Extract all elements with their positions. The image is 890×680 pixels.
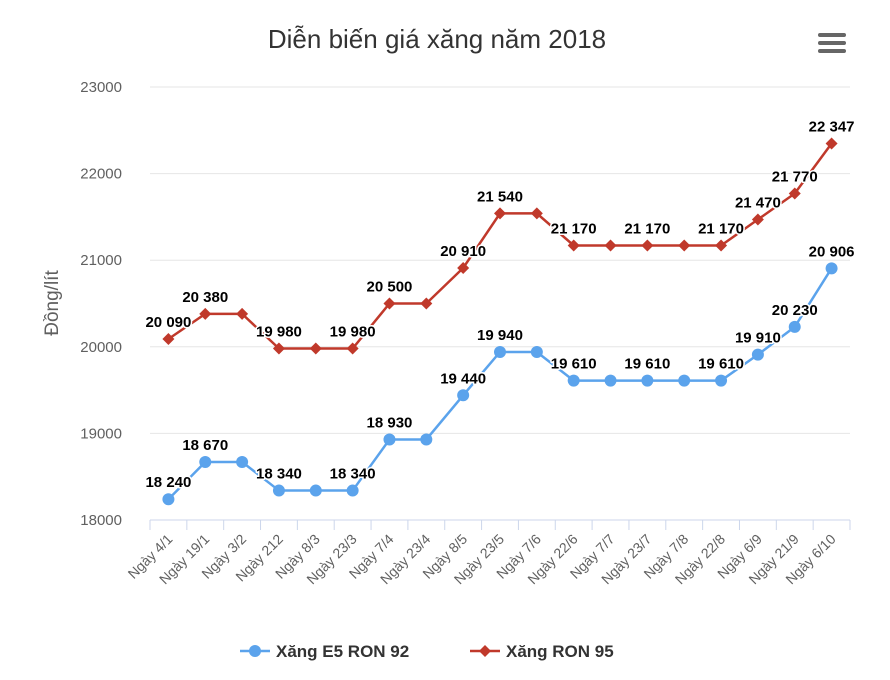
data-point [494,207,506,220]
data-label: 19 980 [330,324,376,341]
data-label: 21 770 [772,169,818,186]
data-label: 21 470 [735,194,781,211]
data-point [715,374,728,387]
data-point [567,374,580,387]
data-label: 20 906 [809,243,855,260]
data-label: 20 230 [772,302,818,319]
y-tick-label: 18000 [80,512,122,529]
data-label: 21 170 [698,220,744,237]
data-point [162,333,175,346]
data-point [309,484,322,497]
data-point [346,484,359,497]
data-label: 19 610 [698,356,744,373]
data-point [457,389,470,402]
data-point [604,374,617,387]
data-point [678,374,691,387]
data-label: 19 440 [440,370,486,387]
y-tick-label: 19000 [80,425,122,442]
legend-item[interactable]: Xăng RON 95 [470,642,614,661]
data-label: 21 170 [624,220,670,237]
data-point [309,342,322,355]
data-label: 18 930 [367,414,413,431]
data-label: 19 610 [624,356,670,373]
data-point [236,455,249,468]
data-point [641,374,654,387]
legend-label: Xăng E5 RON 92 [276,642,409,661]
data-label: 19 610 [551,356,597,373]
data-label: 19 980 [256,324,302,341]
data-point [199,455,212,468]
legend-marker [249,645,261,657]
data-label: 18 340 [256,466,302,483]
series-line [167,142,833,350]
data-point [567,239,580,252]
data-point [788,187,801,200]
data-point [751,213,764,226]
chart-title: Diễn biến giá xăng năm 2018 [268,24,606,54]
hamburger-menu-icon[interactable] [818,33,846,53]
data-label: 21 170 [551,220,597,237]
legend-item[interactable]: Xăng E5 RON 92 [240,642,409,661]
legend: Xăng E5 RON 92 Xăng RON 95 [240,642,614,661]
data-point [272,342,285,355]
data-point [199,307,212,320]
y-tick-label: 21000 [80,252,122,269]
data-point [383,433,396,446]
data-point [420,297,433,310]
y-tick-label: 20000 [80,339,122,356]
data-point [346,342,359,355]
y-tick-label: 23000 [80,79,122,96]
data-point [715,239,728,252]
data-point [751,348,764,361]
data-point [678,239,691,252]
legend-label: Xăng RON 95 [506,642,614,661]
data-point [162,493,175,506]
data-point [457,261,470,274]
data-label: 18 340 [330,466,376,483]
data-label: 20 910 [440,243,486,260]
data-label: 18 240 [145,474,191,491]
data-point [788,320,801,333]
data-label: 20 090 [145,314,191,331]
data-label: 19 910 [735,330,781,347]
data-point [604,239,617,252]
data-point [530,345,543,358]
data-point [825,262,838,275]
data-label: 18 670 [182,437,228,454]
data-point [641,239,654,252]
data-label: 20 500 [367,279,413,296]
data-point [236,307,249,320]
data-label: 22 347 [809,119,855,136]
data-point [825,137,838,150]
data-label: 19 940 [477,327,523,344]
data-label: 20 380 [182,289,228,306]
data-point [530,207,543,220]
data-point [272,484,285,497]
data-label: 21 540 [477,188,523,205]
data-point [420,433,433,446]
data-point [494,345,506,358]
y-axis-title: Đồng/lít [42,270,63,336]
y-tick-label: 22000 [80,166,122,183]
data-point [383,297,396,310]
legend-marker [479,645,491,657]
